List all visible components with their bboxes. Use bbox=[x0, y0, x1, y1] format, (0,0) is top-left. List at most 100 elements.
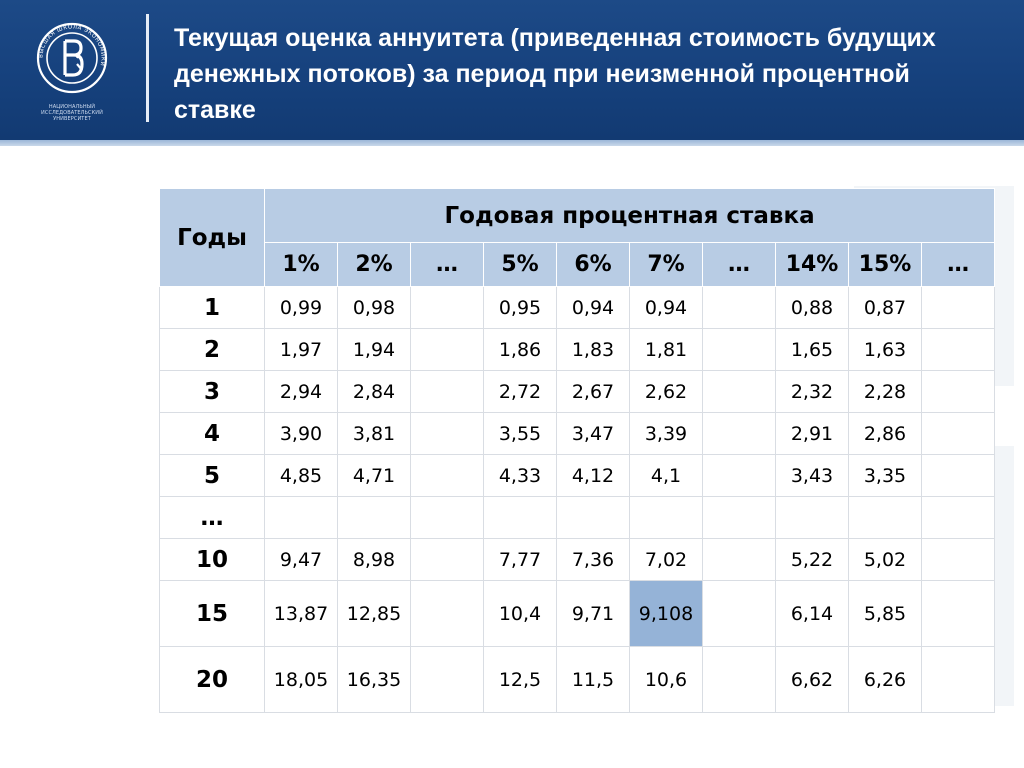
value-cell: 3,47 bbox=[556, 412, 630, 455]
value-cell: 8,98 bbox=[337, 538, 411, 581]
value-cell: 0,94 bbox=[629, 286, 703, 329]
value-cell: 0,94 bbox=[556, 286, 630, 329]
year-cell: … bbox=[159, 496, 265, 539]
value-cell bbox=[920, 646, 996, 713]
value-cell: 4,85 bbox=[264, 454, 338, 497]
value-cell bbox=[920, 412, 996, 455]
year-cell: 10 bbox=[159, 538, 265, 581]
value-cell: 7,36 bbox=[556, 538, 630, 581]
value-cell bbox=[410, 646, 484, 713]
value-cell: 2,28 bbox=[848, 370, 922, 413]
value-cell bbox=[702, 454, 776, 497]
rate-header-cell: 14% bbox=[775, 242, 849, 287]
value-cell: 2,62 bbox=[629, 370, 703, 413]
value-cell bbox=[410, 286, 484, 329]
value-cell bbox=[410, 370, 484, 413]
value-cell bbox=[702, 286, 776, 329]
table-row: 15 13,87 12,85 10,4 9,71 9,108 6,14 5,85 bbox=[159, 580, 996, 647]
value-cell: 6,62 bbox=[775, 646, 849, 713]
annuity-table: Годы Годовая процентная ставка 1% 2%… 5% 6%… bbox=[159, 188, 996, 713]
logo-ring-text: ВЫСШАЯ ШКОЛА ЭКОНОМИКИ bbox=[38, 24, 105, 66]
value-cell bbox=[920, 328, 996, 371]
value-cell: 2,94 bbox=[264, 370, 338, 413]
value-cell: 1,86 bbox=[483, 328, 557, 371]
rate-header-cell: 7% bbox=[629, 242, 703, 287]
value-cell bbox=[702, 328, 776, 371]
value-cell bbox=[920, 370, 996, 413]
value-cell bbox=[410, 580, 484, 647]
value-cell: 13,87 bbox=[264, 580, 338, 647]
rate-header-cell: 1% bbox=[264, 242, 338, 287]
value-cell: 0,98 bbox=[337, 286, 411, 329]
value-cell: 6,14 bbox=[775, 580, 849, 647]
value-cell: 0,88 bbox=[775, 286, 849, 329]
value-cell: 3,35 bbox=[848, 454, 922, 497]
year-cell: 2 bbox=[159, 328, 265, 371]
logo-caption: НАЦИОНАЛЬНЫЙ ИССЛЕДОВАТЕЛЬСКИЙ УНИВЕРСИТ… bbox=[41, 104, 103, 122]
value-cell bbox=[702, 646, 776, 713]
rate-header: Годовая процентная ставка bbox=[263, 188, 996, 243]
value-cell: 2,84 bbox=[337, 370, 411, 413]
year-cell: 20 bbox=[159, 646, 265, 713]
value-cell: 4,33 bbox=[483, 454, 557, 497]
value-cell: 4,71 bbox=[337, 454, 411, 497]
value-cell bbox=[556, 496, 630, 539]
value-cell: 5,22 bbox=[775, 538, 849, 581]
year-cell: 4 bbox=[159, 412, 265, 455]
value-cell: 0,95 bbox=[483, 286, 557, 329]
value-cell bbox=[483, 496, 557, 539]
university-logo: ВЫСШАЯ ШКОЛА ЭКОНОМИКИ НАЦИОНАЛЬНЫЙ ИССЛ… bbox=[22, 14, 122, 122]
value-cell bbox=[410, 538, 484, 581]
value-cell: 1,65 bbox=[775, 328, 849, 371]
table-row: … bbox=[159, 496, 996, 539]
value-cell: 1,63 bbox=[848, 328, 922, 371]
value-cell: 9,47 bbox=[264, 538, 338, 581]
value-cell bbox=[848, 496, 922, 539]
table-row: 5 4,85 4,71 4,33 4,12 4,1 3,43 3,35 bbox=[159, 454, 996, 497]
svg-text:ВЫСШАЯ ШКОЛА ЭКОНОМИКИ: ВЫСШАЯ ШКОЛА ЭКОНОМИКИ bbox=[38, 24, 105, 66]
value-cell bbox=[702, 370, 776, 413]
years-header: Годы bbox=[159, 188, 265, 287]
value-cell: 0,99 bbox=[264, 286, 338, 329]
value-cell bbox=[410, 328, 484, 371]
value-cell bbox=[410, 412, 484, 455]
year-cell: 3 bbox=[159, 370, 265, 413]
value-cell: 11,5 bbox=[556, 646, 630, 713]
year-cell: 1 bbox=[159, 286, 265, 329]
header-rule bbox=[0, 140, 1024, 146]
value-cell bbox=[702, 580, 776, 647]
slide-header bbox=[0, 0, 1024, 140]
value-cell: 2,72 bbox=[483, 370, 557, 413]
value-cell bbox=[410, 454, 484, 497]
value-cell: 7,77 bbox=[483, 538, 557, 581]
value-cell bbox=[702, 538, 776, 581]
value-cell bbox=[775, 496, 849, 539]
value-cell: 16,35 bbox=[337, 646, 411, 713]
value-cell: 2,91 bbox=[775, 412, 849, 455]
value-cell: 0,87 bbox=[848, 286, 922, 329]
table-row: 1 0,99 0,98 0,95 0,94 0,94 0,88 0,87 bbox=[159, 286, 996, 329]
value-cell: 1,97 bbox=[264, 328, 338, 371]
value-cell: 12,85 bbox=[337, 580, 411, 647]
value-cell: 4,1 bbox=[629, 454, 703, 497]
rate-header-cell: 2% bbox=[337, 242, 411, 287]
value-cell: 2,32 bbox=[775, 370, 849, 413]
value-cell: 5,02 bbox=[848, 538, 922, 581]
highlighted-value-cell: 9,108 bbox=[629, 580, 703, 647]
value-cell: 3,81 bbox=[337, 412, 411, 455]
rate-header-cell: … bbox=[702, 242, 776, 287]
value-cell: 2,67 bbox=[556, 370, 630, 413]
rate-header-cell: … bbox=[920, 242, 996, 287]
value-cell bbox=[920, 580, 996, 647]
table-row: 20 18,05 16,35 12,5 11,5 10,6 6,62 6,26 bbox=[159, 646, 996, 713]
value-cell bbox=[410, 496, 484, 539]
value-cell bbox=[702, 496, 776, 539]
value-cell: 3,43 bbox=[775, 454, 849, 497]
value-cell: 3,39 bbox=[629, 412, 703, 455]
rate-header-cell: 6% bbox=[556, 242, 630, 287]
year-cell: 5 bbox=[159, 454, 265, 497]
value-cell: 1,83 bbox=[556, 328, 630, 371]
table-row: 10 9,47 8,98 7,77 7,36 7,02 5,22 5,02 bbox=[159, 538, 996, 581]
value-cell bbox=[920, 454, 996, 497]
value-cell bbox=[920, 286, 996, 329]
